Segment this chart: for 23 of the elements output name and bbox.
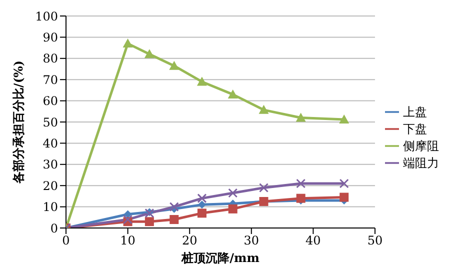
x-tick-label: 10 — [120, 234, 136, 248]
x-tick-label: 50 — [367, 234, 383, 248]
x-tick-label: 20 — [182, 234, 198, 248]
y-axis-title: 各部分承担百分比/(%) — [11, 60, 26, 185]
y-tick-label: 90 — [42, 30, 58, 44]
y-tick-label: 0 — [50, 221, 58, 236]
y-tick-label: 50 — [42, 115, 58, 130]
y-tick-label: 100 — [35, 9, 58, 24]
x-axis-title: 桩顶沉降/mm — [180, 251, 260, 265]
y-tick-label: 70 — [42, 72, 58, 87]
y-tick-label: 40 — [42, 136, 58, 150]
y-tick-label: 60 — [42, 94, 58, 108]
y-tick-label: 10 — [42, 200, 58, 214]
y-tick-label: 20 — [42, 178, 58, 193]
legend-label: 上盘 — [403, 104, 427, 118]
x-tick-label: 30 — [244, 234, 260, 248]
x-tick-label: 0 — [62, 234, 70, 248]
y-tick-label: 30 — [42, 158, 58, 172]
legend-label: 侧摩阻 — [403, 138, 439, 152]
legend-label: 下盘 — [403, 122, 427, 136]
y-tick-label: 80 — [42, 52, 58, 66]
legend-label: 端阻力 — [403, 156, 439, 170]
x-tick-label: 40 — [306, 234, 321, 248]
